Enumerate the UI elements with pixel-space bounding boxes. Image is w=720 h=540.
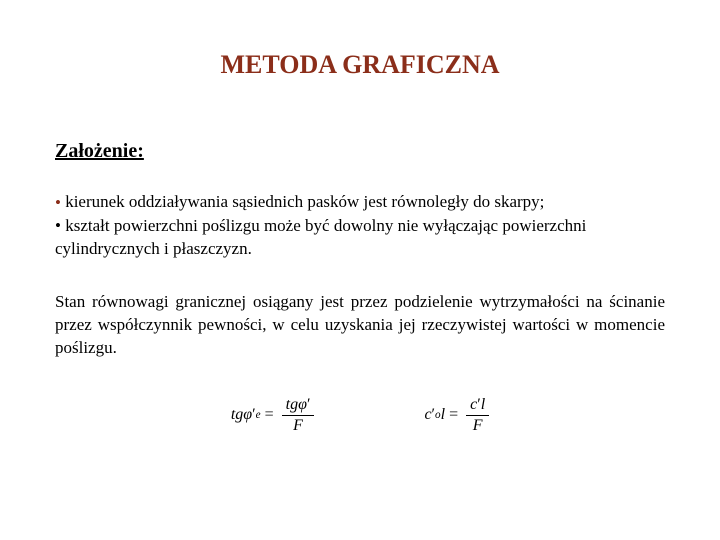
f-text: tg xyxy=(231,406,243,424)
bullet-icon: • xyxy=(55,192,61,215)
list-item: • kształt powierzchni poślizgu może być … xyxy=(55,215,665,262)
formula-right: c′ol = c′l F xyxy=(424,396,489,435)
section-heading: Założenie: xyxy=(55,140,665,163)
denominator: F xyxy=(466,415,489,435)
formula-left: tgφ′e = tgφ′ F xyxy=(231,396,315,435)
bullet-text: kształt powierzchni poślizgu może być do… xyxy=(55,216,586,259)
f-text: c xyxy=(424,406,431,424)
formula-row: tgφ′e = tgφ′ F c′ol = c′l F xyxy=(55,396,665,435)
numerator: tgφ′ xyxy=(282,396,315,415)
fraction: tgφ′ F xyxy=(282,396,315,435)
equals-icon: = xyxy=(265,406,274,424)
bullet-text: kierunek oddziaływania sąsiednich pasków… xyxy=(65,192,544,211)
bullet-list: • kierunek oddziaływania sąsiednich pask… xyxy=(55,191,665,261)
denominator: F xyxy=(282,415,315,435)
fraction: c′l F xyxy=(466,396,489,435)
list-item: • kierunek oddziaływania sąsiednich pask… xyxy=(55,191,665,215)
f-text: l xyxy=(481,396,485,413)
bullet-icon: • xyxy=(55,215,61,238)
f-text: φ xyxy=(298,396,307,413)
body-paragraph: Stan równowagi granicznej osiągany jest … xyxy=(55,291,665,360)
f-text: φ xyxy=(243,406,252,424)
page-title: METODA GRAFICZNA xyxy=(55,50,665,80)
f-sub: e xyxy=(256,409,261,421)
prime-icon: ′ xyxy=(307,396,311,413)
f-text: l xyxy=(441,406,445,424)
equals-icon: = xyxy=(449,406,458,424)
f-text: tg xyxy=(286,396,298,413)
numerator: c′l xyxy=(466,396,489,415)
